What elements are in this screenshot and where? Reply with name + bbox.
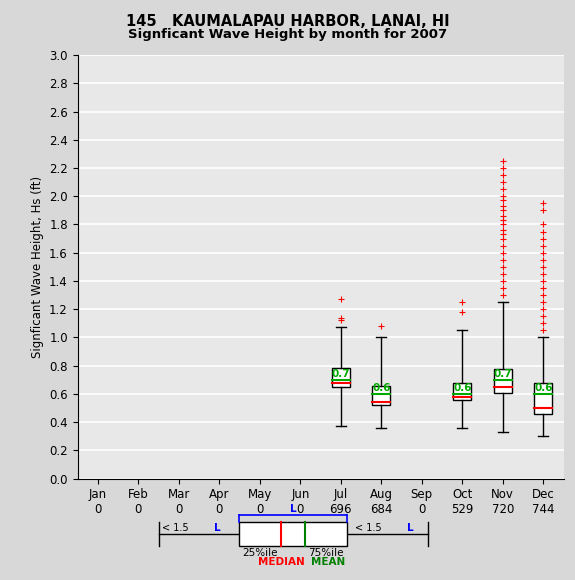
Text: MEDIAN: MEDIAN (258, 557, 305, 567)
Text: L: L (214, 523, 221, 533)
Text: MEAN: MEAN (311, 557, 346, 567)
Bar (534, 383, 553, 414)
Text: 0.7: 0.7 (493, 369, 512, 379)
Text: < 1.5: < 1.5 (162, 523, 189, 533)
Text: Signficant Wave Height by month for 2007: Signficant Wave Height by month for 2007 (128, 28, 447, 41)
Text: < 1.5: < 1.5 (355, 523, 381, 533)
Bar (453, 383, 472, 400)
Text: 145   KAUMALAPAU HARBOR, LANAI, HI: 145 KAUMALAPAU HARBOR, LANAI, HI (126, 14, 449, 30)
Text: 25%ile: 25%ile (243, 548, 278, 558)
Y-axis label: Signficant Wave Height, Hs (ft): Signficant Wave Height, Hs (ft) (30, 176, 44, 358)
Text: L: L (407, 523, 413, 533)
Text: 75%ile: 75%ile (309, 548, 344, 558)
Bar (372, 386, 390, 405)
Bar (494, 369, 512, 393)
Text: 0.6: 0.6 (453, 383, 472, 393)
Text: 0.6: 0.6 (372, 383, 390, 393)
Text: L: L (290, 504, 297, 514)
Text: 0.7: 0.7 (332, 369, 350, 379)
Bar (332, 368, 350, 387)
Bar (239, 522, 347, 546)
Text: 0.6: 0.6 (534, 383, 553, 393)
